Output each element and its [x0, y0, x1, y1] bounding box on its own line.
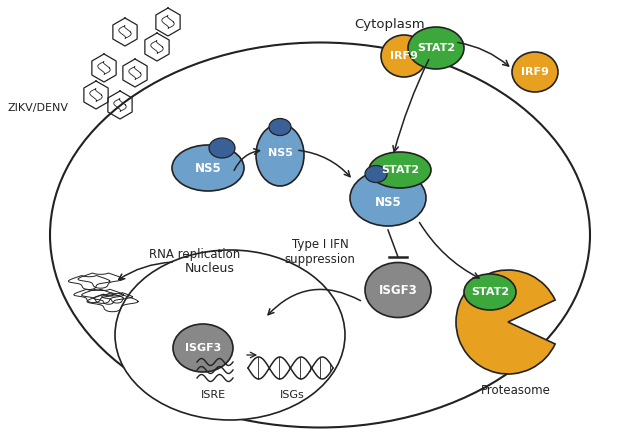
Ellipse shape — [115, 250, 345, 420]
Ellipse shape — [350, 170, 426, 226]
Text: STAT2: STAT2 — [417, 43, 455, 53]
Text: NS5: NS5 — [374, 195, 401, 209]
Text: STAT2: STAT2 — [471, 287, 509, 297]
Text: ISGF3: ISGF3 — [185, 343, 221, 353]
Text: RNA replication: RNA replication — [150, 248, 240, 261]
Ellipse shape — [209, 138, 235, 158]
Ellipse shape — [365, 263, 431, 317]
Text: ISRE: ISRE — [201, 390, 226, 400]
Ellipse shape — [50, 42, 590, 427]
Text: NS5: NS5 — [267, 148, 292, 158]
Ellipse shape — [408, 27, 464, 69]
Text: Cytoplasm: Cytoplasm — [354, 18, 426, 31]
Ellipse shape — [464, 274, 516, 310]
Ellipse shape — [269, 118, 291, 136]
Text: Proteasome: Proteasome — [481, 384, 551, 397]
Ellipse shape — [172, 145, 244, 191]
Text: Type I IFN
suppression: Type I IFN suppression — [285, 238, 356, 266]
Text: IRF9: IRF9 — [521, 67, 549, 77]
Ellipse shape — [256, 124, 304, 186]
Ellipse shape — [512, 52, 558, 92]
Wedge shape — [456, 270, 555, 374]
Text: ISGs: ISGs — [280, 390, 305, 400]
Text: Nucleus: Nucleus — [185, 262, 235, 275]
Text: IRF9: IRF9 — [390, 51, 418, 61]
Ellipse shape — [365, 165, 387, 183]
Text: NS5: NS5 — [194, 161, 221, 175]
Ellipse shape — [381, 35, 427, 77]
Text: ZIKV/DENV: ZIKV/DENV — [8, 103, 69, 113]
Text: ISGF3: ISGF3 — [379, 283, 417, 297]
Ellipse shape — [369, 152, 431, 188]
Text: STAT2: STAT2 — [381, 165, 419, 175]
Ellipse shape — [173, 324, 233, 372]
